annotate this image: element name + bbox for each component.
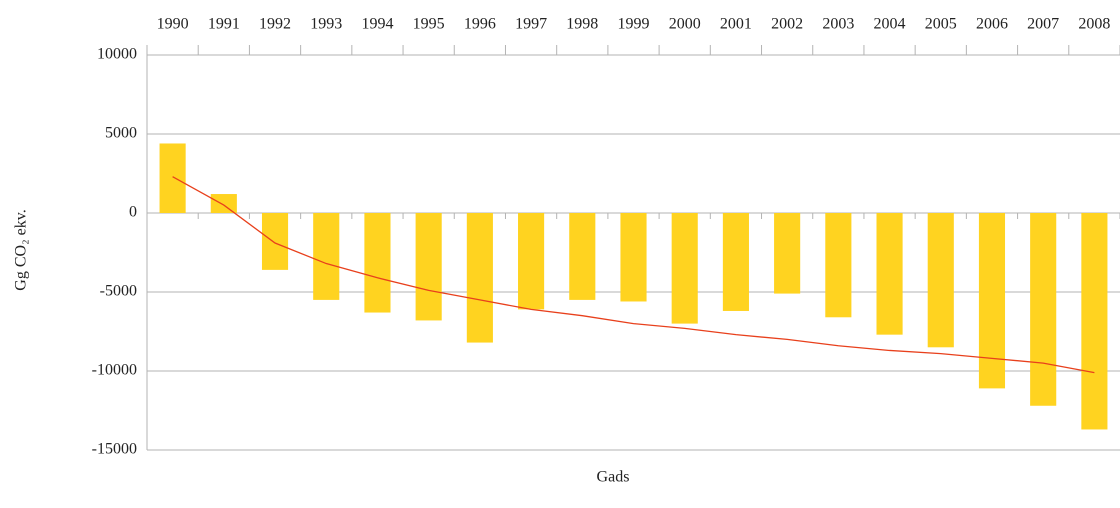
bar bbox=[671, 213, 698, 324]
bar bbox=[876, 213, 903, 335]
bar bbox=[774, 213, 801, 294]
x-tick-label: 1996 bbox=[464, 16, 496, 33]
y-tick-label: 10000 bbox=[97, 46, 137, 63]
x-tick-label: 2004 bbox=[874, 16, 906, 33]
bar bbox=[569, 213, 596, 300]
x-tick-label: 1991 bbox=[208, 16, 240, 33]
bar bbox=[159, 143, 186, 213]
bar bbox=[825, 213, 852, 318]
bar bbox=[415, 213, 442, 321]
bar bbox=[518, 213, 545, 310]
y-tick-label: 5000 bbox=[105, 125, 137, 142]
bar bbox=[620, 213, 647, 302]
bar bbox=[210, 194, 237, 213]
x-tick-label: 2002 bbox=[771, 16, 803, 33]
y-tick-label: -15000 bbox=[92, 441, 137, 458]
bar bbox=[466, 213, 493, 343]
x-tick-label: 1990 bbox=[157, 16, 189, 33]
x-tick-label: 1992 bbox=[259, 16, 291, 33]
y-axis-label: Gg CO₂ ekv. bbox=[13, 209, 30, 290]
x-axis-label: Gads bbox=[597, 469, 630, 486]
x-tick-label: 2006 bbox=[976, 16, 1008, 33]
y-tick-label: -5000 bbox=[100, 283, 137, 300]
x-tick-label: 1994 bbox=[361, 16, 393, 33]
x-tick-label: 2008 bbox=[1078, 16, 1110, 33]
bar bbox=[978, 213, 1006, 389]
x-tick-label: 2001 bbox=[720, 16, 752, 33]
x-tick-label: 1993 bbox=[310, 16, 342, 33]
trend-line bbox=[172, 176, 1095, 374]
x-tick-label: 1999 bbox=[618, 16, 650, 33]
x-tick-label: 2003 bbox=[822, 16, 854, 33]
bar bbox=[313, 213, 340, 300]
y-tick-label: 0 bbox=[129, 204, 137, 221]
x-tick-label: 1997 bbox=[515, 16, 547, 33]
x-tick-label: 2007 bbox=[1027, 16, 1059, 33]
x-tick-label: 1998 bbox=[566, 16, 598, 33]
bar bbox=[1081, 213, 1108, 430]
bar bbox=[1030, 213, 1057, 406]
bar bbox=[261, 213, 289, 270]
x-tick-label: 2005 bbox=[925, 16, 957, 33]
bar bbox=[364, 213, 391, 313]
bar bbox=[722, 213, 749, 311]
x-tick-label: 1995 bbox=[413, 16, 445, 33]
y-tick-label: -10000 bbox=[92, 362, 137, 379]
bar bbox=[927, 213, 954, 348]
x-tick-label: 2000 bbox=[669, 16, 701, 33]
